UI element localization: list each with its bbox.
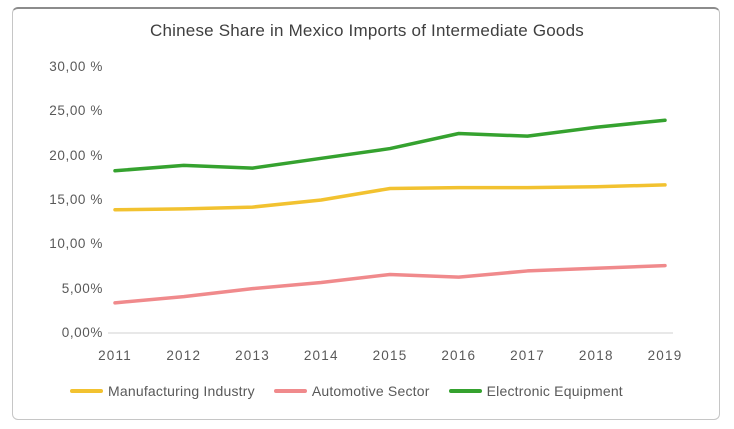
legend-item-automotive-sector: Automotive Sector xyxy=(273,383,430,399)
legend-label: Manufacturing Industry xyxy=(108,383,255,399)
y-axis-tick: 0,00% xyxy=(61,325,103,340)
series-line-automotive-sector xyxy=(113,263,667,305)
x-axis-tick: 2012 xyxy=(166,348,202,363)
x-axis-tick: 2018 xyxy=(578,348,614,363)
y-axis-tick: 10,00 % xyxy=(49,236,103,252)
y-axis-tick: 25,00 % xyxy=(49,103,103,119)
legend-swatch-icon xyxy=(70,389,103,393)
y-axis: 0,00% 5,00% 10,00 % 15,00 % 20,00 % 25,00 % 30… xyxy=(0,0,103,429)
y-axis-tick: 20,00 % xyxy=(49,147,103,163)
legend-item-manufacturing-industry: Manufacturing Industry xyxy=(70,383,255,399)
series-line-electronic-equipment xyxy=(113,118,667,173)
series-line-manufacturing-industry xyxy=(113,183,667,212)
x-axis-tick: 2019 xyxy=(647,348,683,363)
y-axis-tick: 30,00 % xyxy=(49,59,103,74)
legend-swatch-icon xyxy=(448,389,482,393)
chart-title: Chinese Share in Mexico Imports of Inter… xyxy=(150,21,584,40)
x-axis-tick: 2011 xyxy=(98,348,132,363)
x-axis-tick: 2015 xyxy=(372,348,408,363)
y-axis-tick: 5,00% xyxy=(61,280,103,296)
x-axis-tick: 2017 xyxy=(510,348,545,363)
legend: Manufacturing Industry Automotive Sector E… xyxy=(70,383,623,399)
legend-item-electronic-equipment: Electronic Equipment xyxy=(448,383,623,399)
x-axis-tick: 2016 xyxy=(441,348,477,363)
chart-card xyxy=(12,7,720,420)
legend-label: Electronic Equipment xyxy=(486,383,623,399)
x-axis: 2011 2012 2013 2014 2015 2016 2017 2018 2019 xyxy=(0,348,734,368)
x-axis-tick: 2014 xyxy=(303,348,339,363)
y-axis-tick: 15,00 % xyxy=(49,192,103,207)
legend-label: Automotive Sector xyxy=(311,383,430,399)
legend-swatch-icon xyxy=(273,389,307,393)
x-axis-tick: 2013 xyxy=(235,348,270,363)
